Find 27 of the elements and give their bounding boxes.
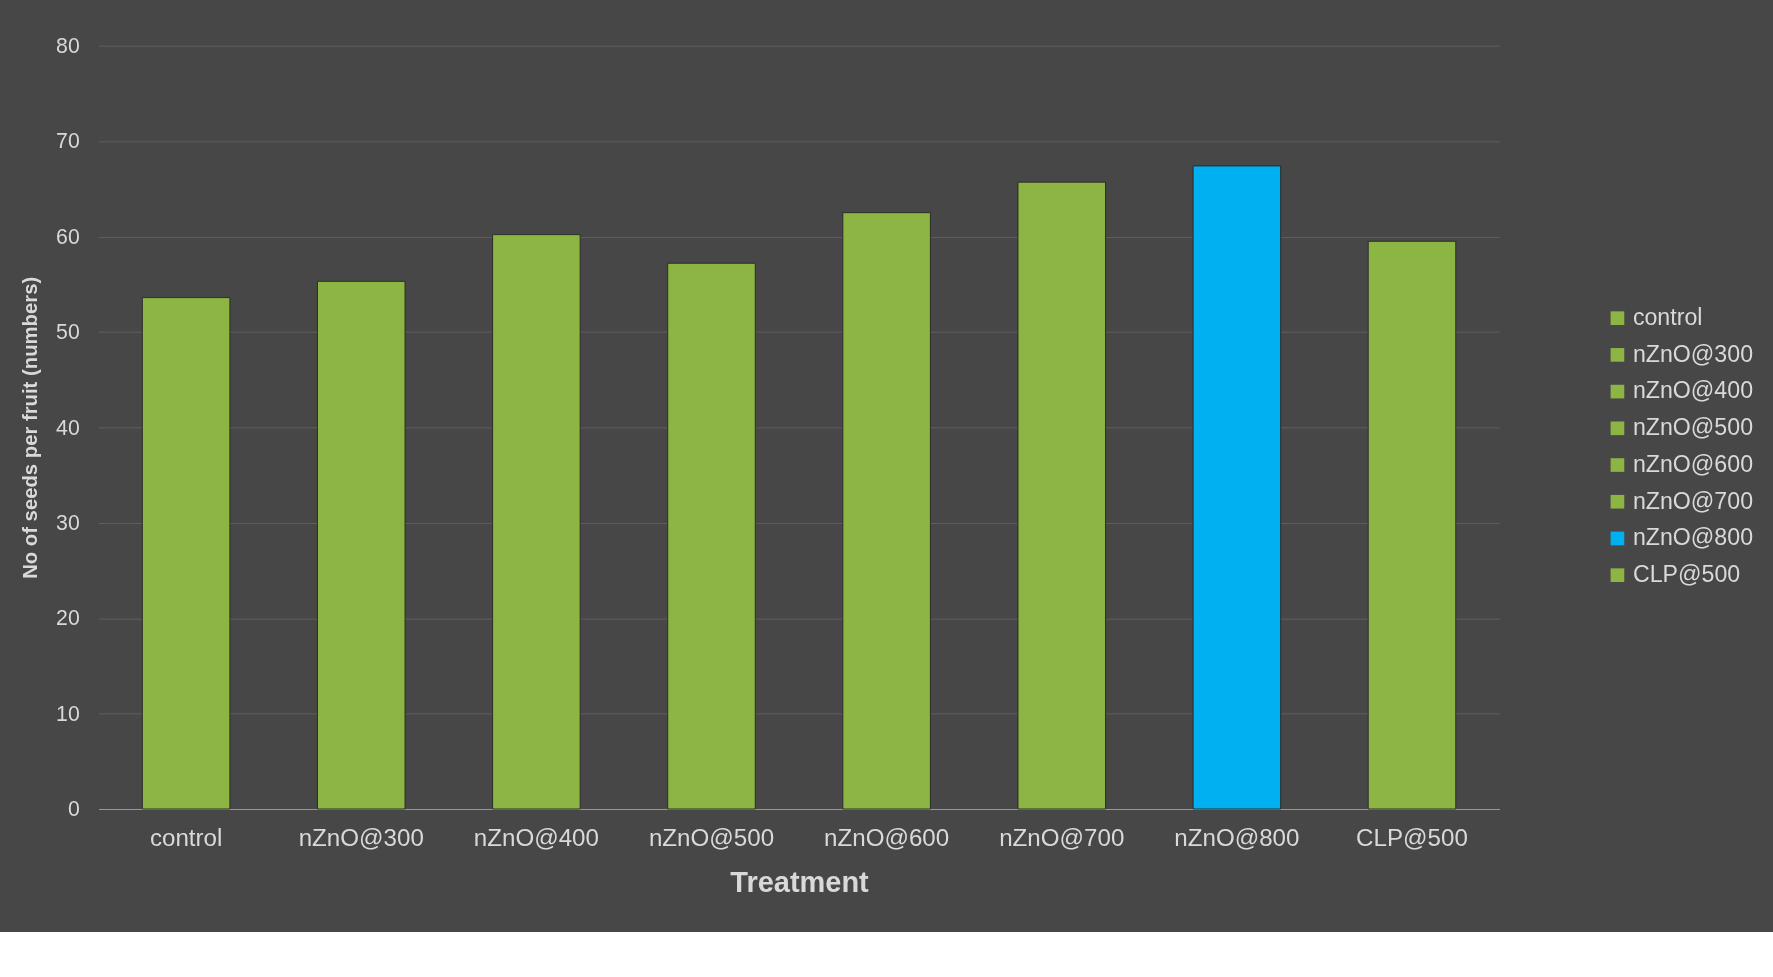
x-tick-label: nZnO@500: [648, 824, 775, 852]
y-tick-label: 60: [56, 224, 80, 249]
x-tick-label: nZnO@800: [1174, 824, 1300, 852]
x-axis-title: Treatment: [730, 865, 870, 898]
legend-label: nZnO@400: [1632, 377, 1754, 404]
x-tick-label: control: [149, 824, 223, 852]
x-tick-label: nZnO@300: [298, 824, 424, 852]
legend-label: nZnO@500: [1632, 414, 1754, 441]
legend-label: nZnO@700: [1632, 487, 1754, 514]
y-tick-label: 10: [56, 701, 80, 726]
y-tick-label: 20: [56, 606, 80, 631]
legend-label: nZnO@800: [1632, 524, 1754, 551]
legend-label: control: [1632, 303, 1703, 330]
y-tick-label: 50: [56, 320, 80, 345]
y-tick-label: 70: [56, 129, 80, 154]
y-tick-label: 40: [56, 415, 80, 440]
legend-label: nZnO@600: [1632, 450, 1754, 477]
y-tick-label: 80: [56, 33, 80, 58]
x-tick-label: nZnO@600: [824, 824, 950, 852]
y-tick-label: 0: [67, 797, 80, 822]
y-tick-label: 30: [56, 511, 80, 536]
x-tick-label: nZnO@400: [473, 824, 599, 852]
legend-label: CLP@500: [1632, 560, 1741, 587]
y-axis-title: No of seeds per fruit (numbers): [18, 276, 41, 579]
x-tick-label: CLP@500: [1356, 824, 1468, 852]
x-tick-label: nZnO@700: [999, 824, 1125, 852]
legend-label: nZnO@300: [1632, 340, 1754, 367]
